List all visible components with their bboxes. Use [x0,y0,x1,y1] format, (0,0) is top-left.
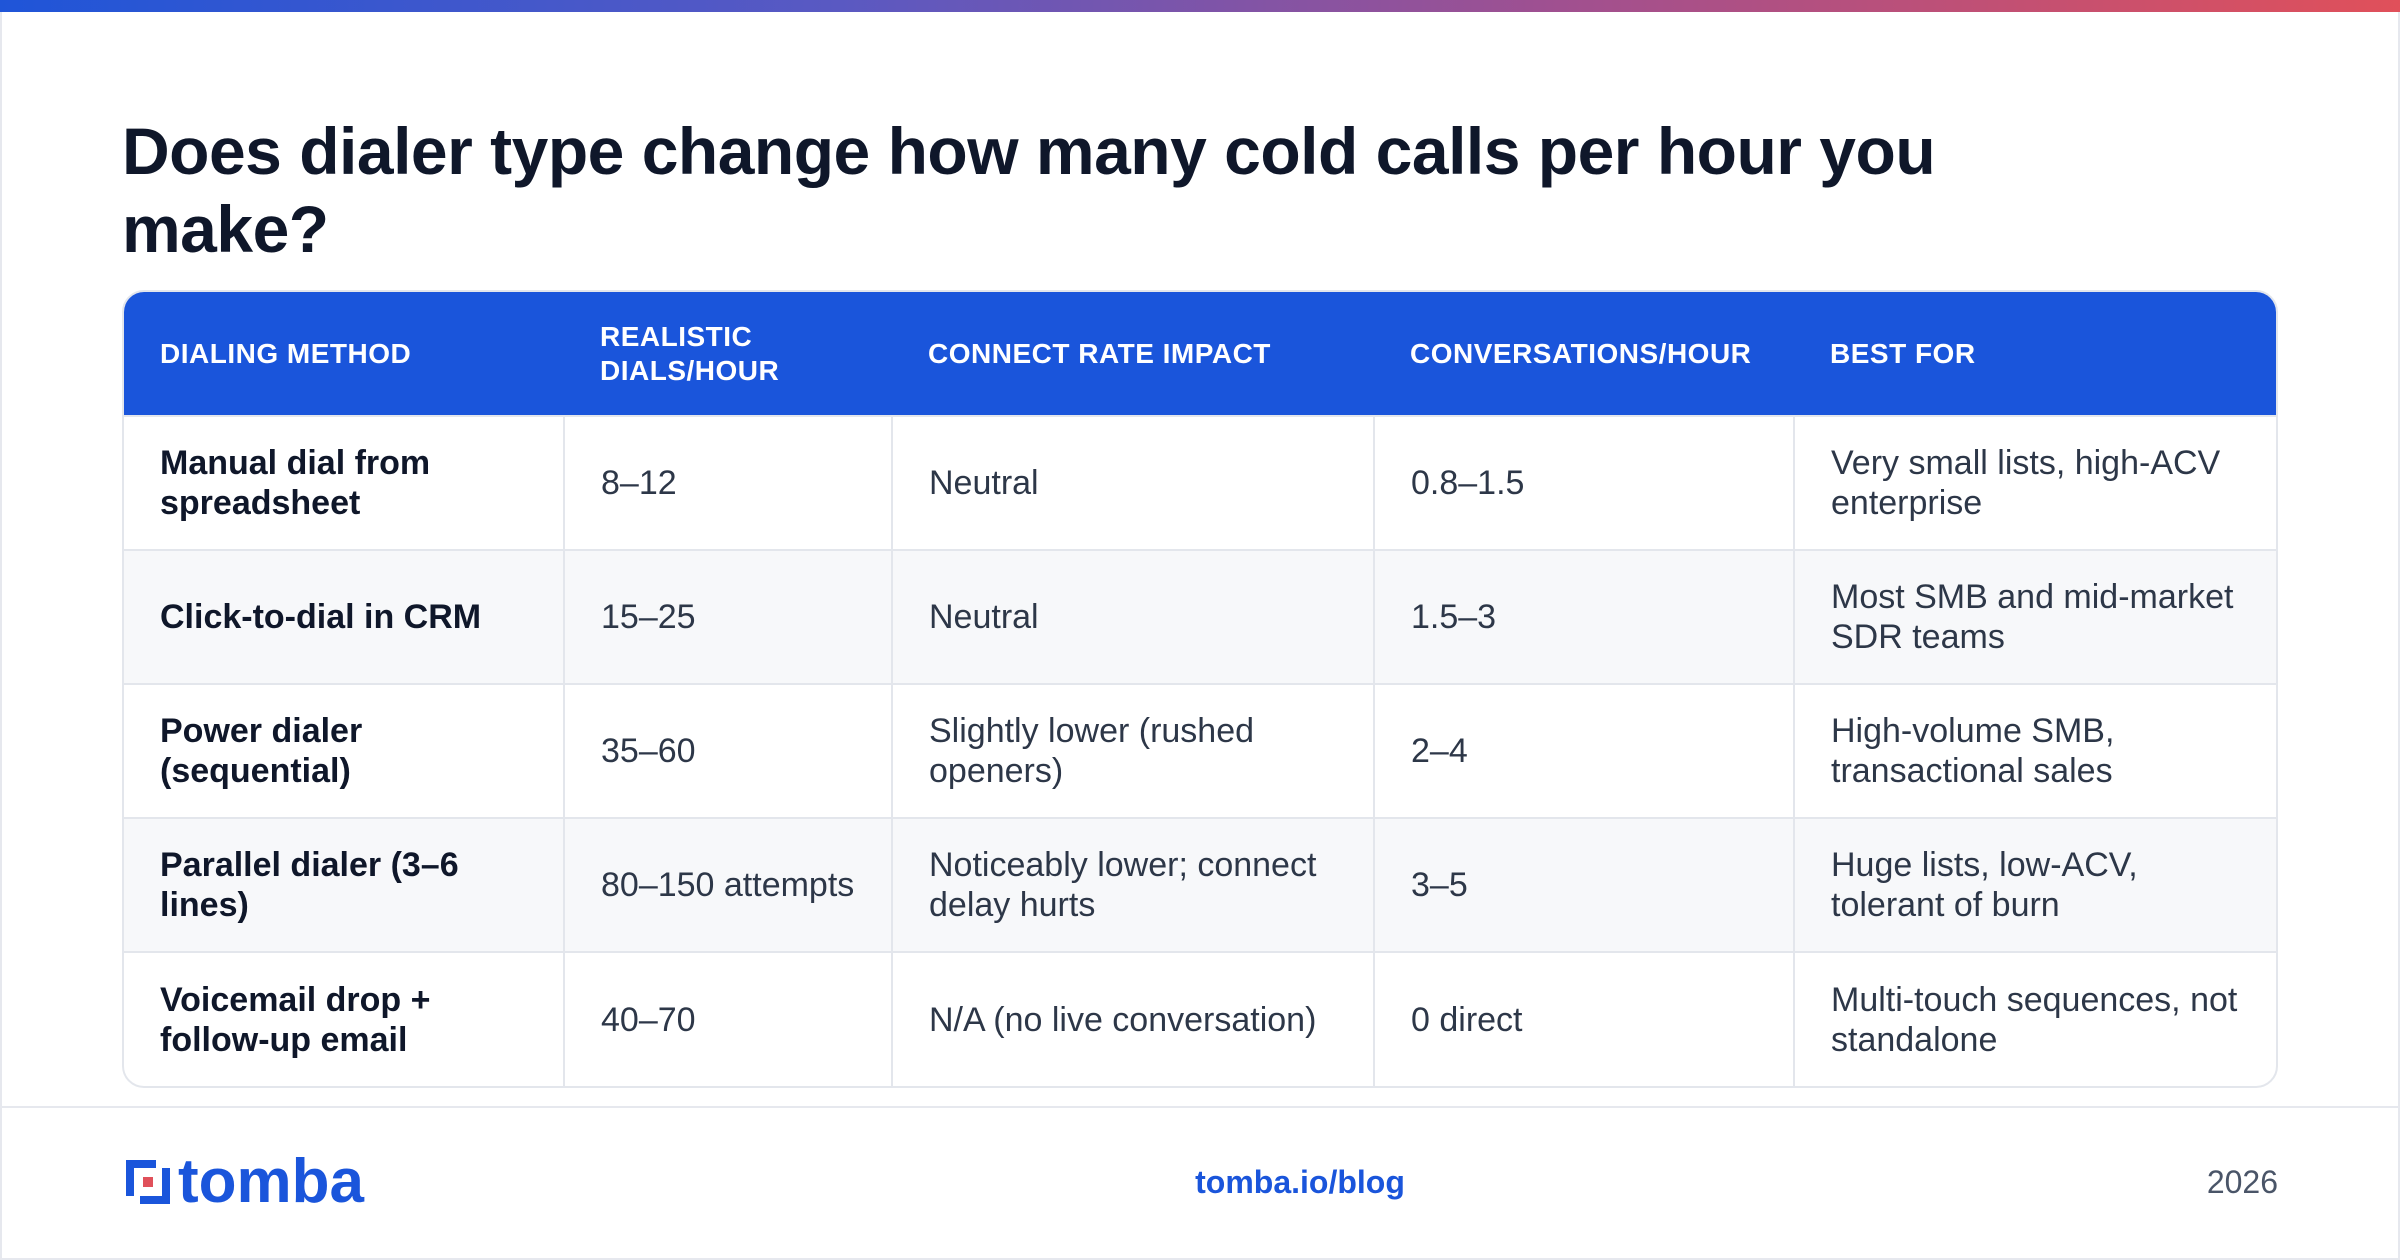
table-row: Click-to-dial in CRM 15–25 Neutral 1.5–3… [124,549,2276,684]
cell-method: Parallel dialer (3–6 lines) [124,817,564,952]
table-row: Manual dial from spreadsheet 8–12 Neutra… [124,415,2276,550]
tomba-logo[interactable]: tomba [122,1147,364,1216]
table-row: Power dialer (sequential) 35–60 Slightly… [124,683,2276,818]
cell-conversations: 0 direct [1373,951,1794,1086]
cell-best-for: Very small lists, high-ACV enterprise [1793,415,2276,550]
cell-dials: 35–60 [563,683,892,818]
footer-divider [0,1106,2400,1108]
cell-best-for: Most SMB and mid-market SDR teams [1793,549,2276,684]
tomba-logo-mark-icon [126,1160,170,1204]
cell-connect-impact: Neutral [891,549,1374,684]
cell-method: Manual dial from spreadsheet [124,415,564,550]
cell-dials: 80–150 attempts [563,817,892,952]
page-title: Does dialer type change how many cold ca… [122,114,1936,266]
table-header-row: DIALING METHOD REALISTIC DIALS/HOUR CONN… [124,292,2276,416]
cell-conversations: 1.5–3 [1373,549,1794,684]
cell-method: Click-to-dial in CRM [124,549,564,684]
cell-best-for: Huge lists, low-ACV, tolerant of burn [1793,817,2276,952]
header-connect-rate-impact: CONNECT RATE IMPACT [928,337,1271,369]
header-best-for: BEST FOR [1830,337,1976,369]
cell-method: Voicemail drop + follow-up email [124,951,564,1086]
cell-connect-impact: N/A (no live conversation) [891,951,1374,1086]
cell-best-for: Multi-touch sequences, not standalone [1793,951,2276,1086]
cell-connect-impact: Slightly lower (rushed openers) [891,683,1374,818]
blog-link[interactable]: tomba.io/blog [1195,1164,1405,1200]
header-dialing-method: DIALING METHOD [160,337,412,369]
cell-best-for: High-volume SMB, transactional sales [1793,683,2276,818]
header-conversations-per-hour: CONVERSATIONS/HOUR [1410,337,1752,369]
year-label: 2026 [2206,1164,2278,1200]
header-dials-per-hour: REALISTIC DIALS/HOUR [600,320,780,386]
cell-conversations: 2–4 [1373,683,1794,818]
comparison-table-card: DIALING METHOD REALISTIC DIALS/HOUR CONN… [122,290,2278,1088]
cell-dials: 15–25 [563,549,892,684]
cell-connect-impact: Noticeably lower; connect delay hurts [891,817,1374,952]
cell-connect-impact: Neutral [891,415,1374,550]
cell-conversations: 3–5 [1373,817,1794,952]
table-row: Parallel dialer (3–6 lines) 80–150 attem… [124,817,2276,952]
comparison-table: DIALING METHOD REALISTIC DIALS/HOUR CONN… [124,292,2276,1086]
table-row: Voicemail drop + follow-up email 40–70 N… [124,951,2276,1086]
cell-conversations: 0.8–1.5 [1373,415,1794,550]
cell-dials: 8–12 [563,415,892,550]
cell-dials: 40–70 [563,951,892,1086]
cell-method: Power dialer (sequential) [124,683,564,818]
gradient-top-bar [0,0,2400,12]
logo-wordmark: tomba [178,1147,364,1216]
